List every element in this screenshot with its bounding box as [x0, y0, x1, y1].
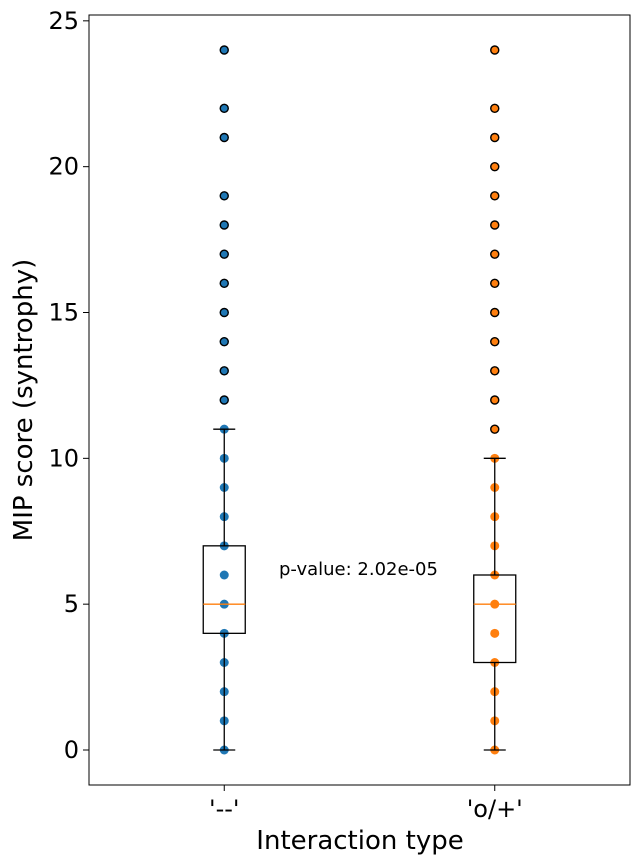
outlier-point	[490, 307, 500, 318]
outlier-point	[219, 103, 229, 114]
outlier-point	[490, 249, 500, 259]
outlier-point	[490, 278, 500, 289]
y-tick-label: 5	[64, 590, 79, 618]
outlier-point	[490, 220, 500, 230]
data-point	[490, 628, 500, 638]
outlier-point	[490, 191, 500, 201]
y-tick-label: 20	[48, 153, 79, 181]
plot-marks	[202, 45, 517, 755]
outlier-point	[219, 191, 229, 201]
box-group	[473, 45, 517, 755]
outlier-point	[219, 395, 229, 405]
data-point	[219, 570, 229, 580]
plot-frame	[88, 14, 631, 786]
outlier-point	[219, 336, 229, 347]
outlier-point	[490, 424, 500, 434]
y-tick-label: 25	[48, 7, 79, 35]
x-tick-label: '--'	[209, 795, 240, 823]
y-axis: 0 5 10 15 20 25	[48, 7, 89, 764]
x-tick-label: 'o/+'	[467, 795, 523, 823]
x-axis: '--' 'o/+'	[209, 785, 523, 823]
outlier-point	[219, 249, 229, 259]
p-value-annotation: p-value: 2.02e-05	[279, 559, 438, 580]
outlier-point	[219, 220, 229, 230]
y-tick-label: 0	[64, 736, 79, 764]
outlier-point	[490, 103, 500, 114]
outlier-point	[490, 366, 500, 376]
y-tick-label: 15	[48, 299, 79, 327]
outlier-point	[219, 278, 229, 289]
y-axis-label: MIP score (syntrophy)	[9, 259, 39, 541]
x-axis-label: Interaction type	[256, 826, 463, 856]
iqr-box	[202, 545, 246, 634]
outlier-point	[219, 366, 229, 376]
y-tick-label: 10	[48, 444, 79, 472]
box-group	[202, 45, 246, 755]
outlier-point	[219, 307, 229, 318]
outlier-point	[219, 45, 229, 55]
outlier-point	[490, 161, 500, 172]
outlier-point	[490, 132, 500, 143]
iqr-box	[473, 574, 517, 664]
outlier-point	[490, 336, 500, 347]
outlier-point	[490, 45, 500, 55]
outlier-point	[490, 395, 500, 405]
outlier-point	[219, 132, 229, 143]
